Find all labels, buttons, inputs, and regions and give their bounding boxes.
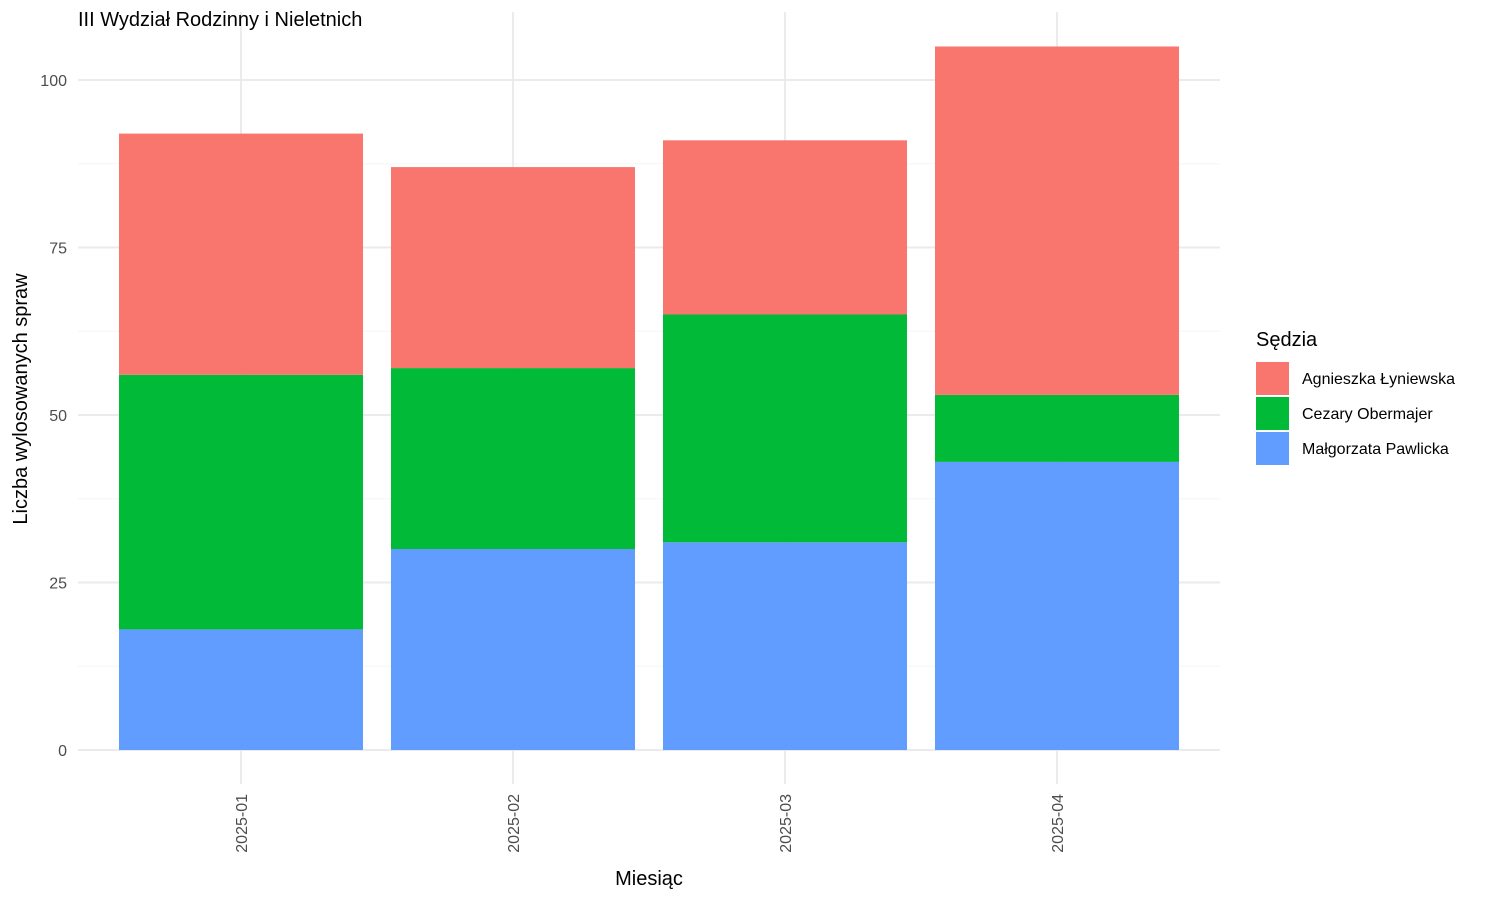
bar-segment-agnieszka-yniewska-2025-02 [391, 167, 635, 369]
y-axis-title: Liczba wylosowanych spraw [10, 273, 32, 525]
chart-title: III Wydział Rodzinny i Nieletnich [78, 9, 362, 31]
bar-segment-ma-gorzata-pawlicka-2025-04 [935, 461, 1179, 750]
legend-items: Agnieszka Łyniewska Cezary Obermajer Małgo… [1256, 362, 1455, 465]
x-tick-label: 2025-02 [506, 794, 523, 853]
legend-swatch [1256, 362, 1289, 395]
bar-segment-cezary-obermajer-2025-02 [391, 368, 635, 549]
y-tick-label: 0 [58, 743, 67, 760]
y-tick-label: 100 [40, 73, 67, 90]
bar-segment-cezary-obermajer-2025-04 [935, 394, 1179, 462]
bar-segment-cezary-obermajer-2025-01 [119, 374, 363, 630]
bar-segment-ma-gorzata-pawlicka-2025-01 [119, 629, 363, 750]
y-tick-label: 50 [49, 408, 67, 425]
legend-title: Sędzia [1256, 329, 1318, 351]
legend-label: Małgorzata Pawlicka [1302, 441, 1449, 458]
bar-segment-ma-gorzata-pawlicka-2025-03 [663, 542, 907, 750]
legend-swatch [1256, 397, 1289, 430]
x-tick-label: 2025-01 [234, 794, 251, 853]
bar-segment-cezary-obermajer-2025-03 [663, 314, 907, 543]
bar-segment-ma-gorzata-pawlicka-2025-02 [391, 549, 635, 750]
axes-layer: 0 25 50 75 100 2025-01 2025-02 2025-03 2025-04 [40, 73, 1067, 853]
y-tick-label: 25 [49, 576, 67, 593]
x-tick-label: 2025-04 [1050, 794, 1067, 853]
x-tick-label: 2025-03 [778, 794, 795, 853]
legend-label: Agnieszka Łyniewska [1302, 371, 1455, 388]
legend-label: Cezary Obermajer [1302, 406, 1433, 423]
bar-segment-agnieszka-yniewska-2025-04 [935, 46, 1179, 395]
bar-segment-agnieszka-yniewska-2025-01 [119, 133, 363, 375]
legend: Sędzia Agnieszka Łyniewska Cezary Obermaj… [1256, 329, 1455, 465]
y-tick-label: 75 [49, 241, 67, 258]
bars-layer [119, 46, 1179, 750]
legend-swatch [1256, 432, 1289, 465]
x-axis-title: Miesiąc [615, 868, 683, 890]
bar-segment-agnieszka-yniewska-2025-03 [663, 140, 907, 315]
